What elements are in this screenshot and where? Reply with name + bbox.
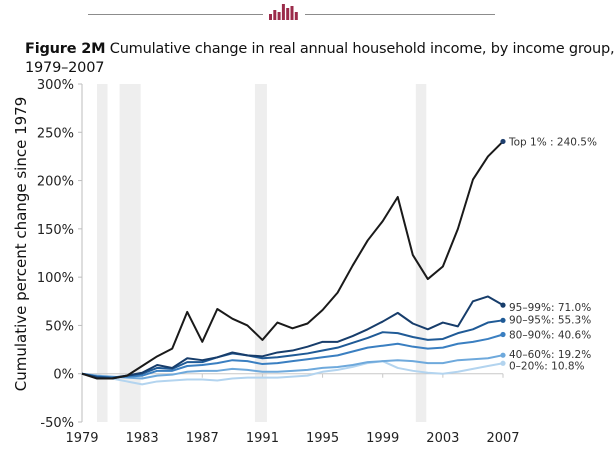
header-rule-right — [305, 14, 495, 15]
series-end-label: 80–90%: 40.6% — [509, 330, 591, 342]
x-tick-label: 2007 — [486, 431, 519, 446]
header-rule-left — [88, 14, 263, 15]
figure-title: Figure 2M Cumulative change in real annu… — [25, 40, 615, 78]
series-end-label: 95–99%: 71.0% — [509, 302, 591, 314]
series-line-80-90- — [81, 333, 504, 379]
x-tick-label: 1987 — [186, 431, 219, 446]
logo-bar — [269, 14, 272, 20]
figure-label: Figure 2M — [25, 41, 106, 57]
y-tick-label: 0% — [53, 368, 74, 383]
series-end-label: 40–60%: 19.2% — [509, 349, 591, 361]
x-tick-label: 1991 — [246, 431, 279, 446]
x-tick-label: 1999 — [366, 431, 399, 446]
x-tick-label: 2003 — [426, 431, 459, 446]
recession-shading-group — [97, 84, 427, 422]
epi-bar-logo-icon — [269, 4, 298, 20]
series-lines-group — [81, 140, 504, 386]
y-tick-label: -50% — [40, 416, 74, 431]
series-line-95-99- — [81, 295, 504, 380]
recession-bar — [97, 84, 108, 422]
y-axis-title: Cumulative percent change since 1979 — [12, 97, 30, 391]
series-end-marker — [500, 317, 506, 323]
axes-group: -50% 0% 50% 100% 150% 200% 250% 300% 1979 1983 198… — [37, 78, 520, 446]
logo-bar — [273, 10, 277, 20]
end-labels-group: Top 1% : 240.5% 95–99%: 71.0%90–95%: 55.3… — [500, 136, 597, 372]
series-line-top-1- — [81, 140, 504, 380]
series-end-marker — [500, 302, 506, 308]
series-end-marker — [500, 352, 506, 358]
logo-bar — [290, 6, 294, 20]
y-tick-label: 50% — [45, 319, 74, 334]
y-tick-label: 300% — [37, 78, 74, 93]
logo-bar — [277, 12, 281, 20]
x-tick-label: 1983 — [126, 431, 159, 446]
series-end-marker — [500, 360, 506, 366]
recession-bar — [119, 84, 141, 422]
series-line-90-95- — [81, 319, 504, 379]
series-end-marker — [500, 331, 506, 338]
series-end-label: 90–95%: 55.3% — [509, 314, 591, 326]
logo-bar — [281, 4, 285, 20]
series-line-0-20- — [81, 360, 504, 386]
series-end-marker — [500, 138, 506, 145]
y-tick-label: 100% — [37, 271, 74, 286]
y-tick-label: 250% — [37, 126, 74, 141]
x-tick-label: 1979 — [65, 431, 98, 446]
figure-title-text: Cumulative change in real annual househo… — [25, 41, 615, 76]
y-tick-label: 150% — [37, 223, 74, 238]
y-tick-label: 200% — [37, 175, 74, 190]
x-tick-label: 1995 — [306, 431, 339, 446]
logo-bar — [294, 12, 298, 20]
logo-bar — [286, 8, 290, 20]
series-line-40-60- — [81, 354, 504, 380]
series-end-label: Top 1% : 240.5% — [508, 136, 597, 148]
series-end-label: 0–20%: 10.8% — [509, 360, 585, 372]
recession-bar — [415, 84, 427, 422]
